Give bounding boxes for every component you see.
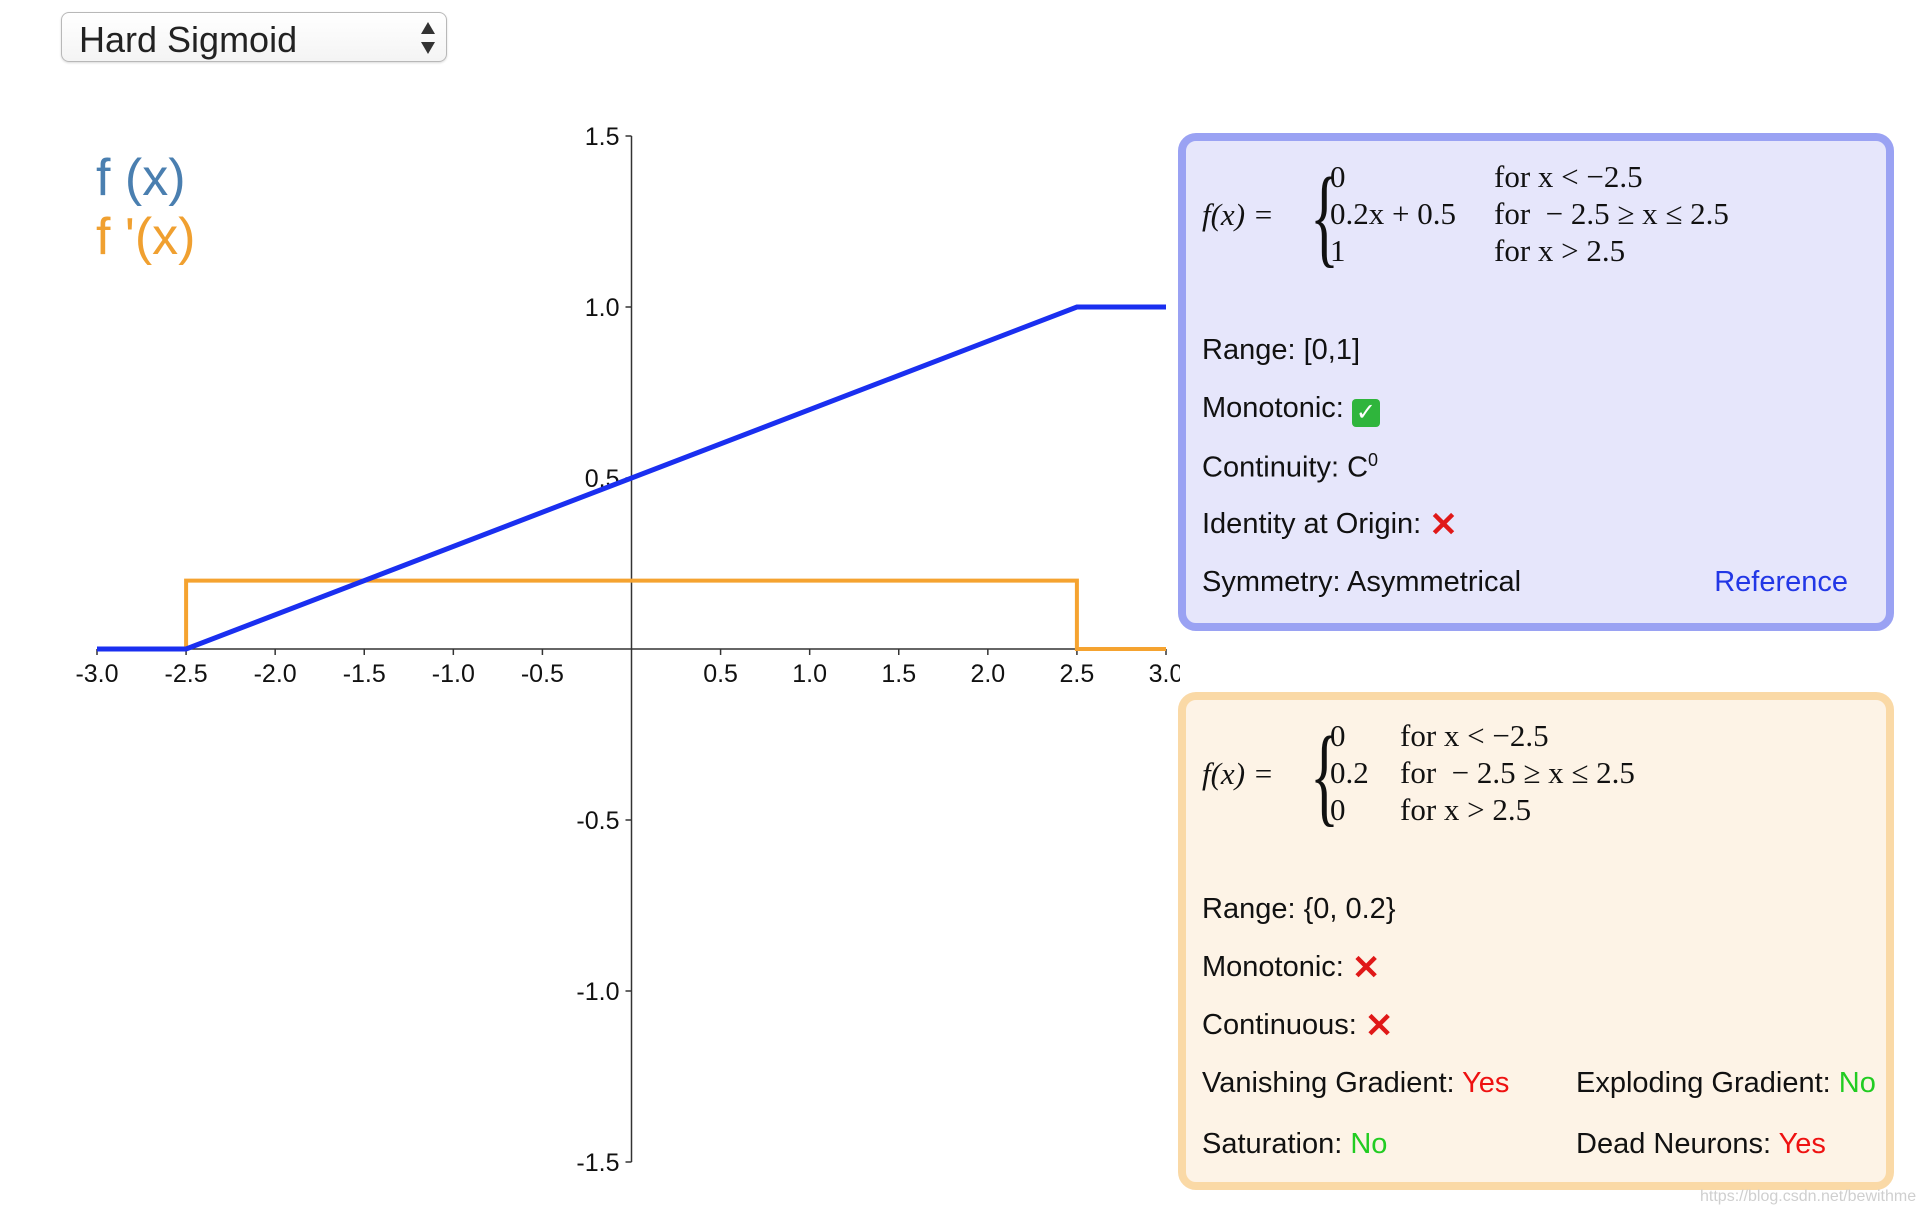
- dead-neurons-property: Dead Neurons: Yes: [1576, 1128, 1826, 1161]
- derivative-info-panel: f(x) = { 0 for x < −2.5 0.2 for − 2.5 ≥ …: [1178, 692, 1894, 1190]
- case-condition: for x < −2.5: [1494, 159, 1643, 194]
- cross-icon: ✕: [1364, 1007, 1394, 1045]
- case-value: 0: [1330, 159, 1346, 194]
- formula-brace: {: [1310, 155, 1340, 277]
- cross-icon: ✕: [1429, 506, 1458, 544]
- continuous-label: Continuous:: [1202, 1009, 1357, 1041]
- function-line: [97, 304, 1166, 652]
- continuous-property: Continuous: ✕: [1202, 1007, 1394, 1045]
- case-condition: for x < −2.5: [1400, 718, 1549, 753]
- reference-link[interactable]: Reference: [1714, 566, 1848, 598]
- vanishing-gradient-label: Vanishing Gradient:: [1202, 1067, 1455, 1099]
- x-tick-label: -2.0: [254, 660, 297, 688]
- select-value: Hard Sigmoid: [79, 19, 298, 60]
- cross-icon: ✕: [1351, 949, 1381, 987]
- x-tick-label: -3.0: [75, 660, 118, 688]
- x-tick-label: 3.0: [1149, 660, 1180, 688]
- saturation-label: Saturation:: [1202, 1128, 1343, 1160]
- watermark-text: https://blog.csdn.net/bewithme: [1700, 1188, 1917, 1205]
- function-plot: -3.0 -2.5 -2.0 -1.5 -1.0 -0.5 0.5 1.0 1.5 2.0 2.5 3…: [75, 123, 1180, 1177]
- y-tick-label: -1.0: [576, 978, 619, 1006]
- activation-function-select[interactable]: Hard Sigmoid: [61, 12, 447, 62]
- y-tick-label: 1.0: [585, 294, 620, 322]
- y-tick-label: -1.5: [576, 1149, 619, 1177]
- case-value: 0: [1330, 718, 1346, 753]
- identity-property: Identity at Origin: ✕: [1202, 506, 1458, 544]
- continuity-property: Continuity: C0: [1202, 450, 1378, 485]
- monotonic-label: Monotonic:: [1202, 951, 1344, 983]
- y-tick-label: -0.5: [576, 807, 619, 835]
- x-tick-label: -1.5: [343, 660, 386, 688]
- formula-lhs: f(x) =: [1202, 756, 1274, 791]
- monotonic-label: Monotonic:: [1202, 392, 1344, 424]
- x-tick-label: 0.5: [703, 660, 738, 688]
- case-condition: for − 2.5 ≥ x ≤ 2.5: [1400, 755, 1635, 790]
- check-icon: ✓: [1351, 399, 1380, 427]
- range-property: Range: [0,1]: [1202, 334, 1360, 366]
- saturation-property: Saturation: No: [1202, 1128, 1387, 1161]
- x-tick-label: 1.0: [792, 660, 827, 688]
- range-property: Range: {0, 0.2}: [1202, 893, 1396, 925]
- exploding-gradient-value: No: [1838, 1067, 1876, 1099]
- case-value: 0: [1330, 792, 1346, 827]
- continuity-superscript: 0: [1368, 450, 1379, 470]
- y-tick-label: 1.5: [585, 123, 620, 151]
- monotonic-property: Monotonic: ✕: [1202, 949, 1381, 987]
- x-tick-label: 1.5: [881, 660, 916, 688]
- formula-lhs: f(x) =: [1202, 197, 1274, 232]
- x-tick-label: -2.5: [165, 660, 208, 688]
- case-condition: for x > 2.5: [1400, 792, 1532, 827]
- function-formula: f(x) = { 0 for x < −2.5 0.2x + 0.5 for −…: [1202, 159, 1882, 279]
- symmetry-property: Symmetry: Asymmetrical: [1202, 566, 1522, 598]
- case-value: 1: [1330, 233, 1346, 268]
- saturation-value: No: [1350, 1128, 1388, 1160]
- x-tick-label: -1.0: [432, 660, 475, 688]
- case-condition: for − 2.5 ≥ x ≤ 2.5: [1494, 196, 1729, 231]
- select-arrows-icon: [421, 22, 435, 54]
- case-condition: for x > 2.5: [1494, 233, 1626, 268]
- case-value: 0.2: [1330, 755, 1369, 790]
- case-value: 0.2x + 0.5: [1330, 196, 1456, 231]
- continuity-label: Continuity: C: [1202, 451, 1369, 484]
- legend-derivative: f '(x): [96, 208, 196, 266]
- x-tick-label: -0.5: [521, 660, 564, 688]
- x-tick-label: 2.5: [1060, 660, 1095, 688]
- exploding-gradient-label: Exploding Gradient:: [1576, 1067, 1831, 1099]
- function-info-panel: f(x) = { 0 for x < −2.5 0.2x + 0.5 for −…: [1178, 133, 1894, 631]
- identity-label: Identity at Origin:: [1202, 508, 1422, 540]
- exploding-gradient-property: Exploding Gradient: No: [1576, 1067, 1876, 1100]
- dead-neurons-label: Dead Neurons:: [1576, 1128, 1772, 1160]
- vanishing-gradient-property: Vanishing Gradient: Yes: [1202, 1067, 1509, 1100]
- formula-brace: {: [1310, 714, 1340, 836]
- dead-neurons-value: Yes: [1778, 1128, 1826, 1160]
- legend-function: f (x): [96, 149, 186, 207]
- derivative-formula: f(x) = { 0 for x < −2.5 0.2 for − 2.5 ≥ …: [1202, 718, 1882, 838]
- vanishing-gradient-value: Yes: [1462, 1067, 1510, 1099]
- x-tick-label: 2.0: [970, 660, 1005, 688]
- monotonic-property: Monotonic: ✓: [1202, 392, 1380, 427]
